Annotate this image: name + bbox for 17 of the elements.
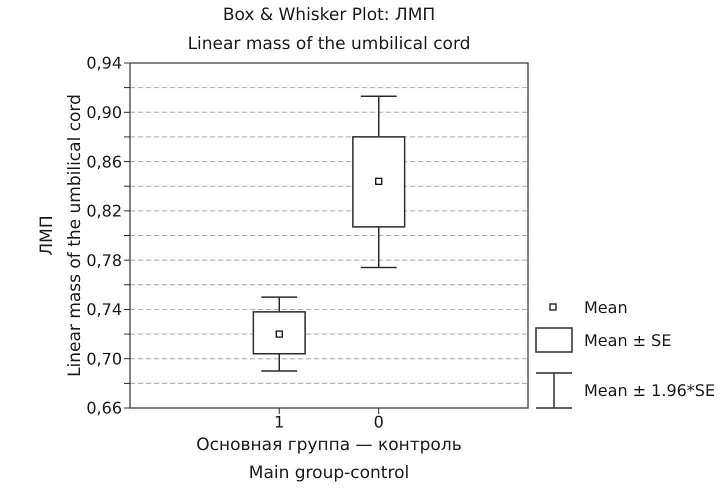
y-axis-title: ЛМП Linear mass of the umbilical cord xyxy=(37,94,85,377)
y-tick-label: 0,90 xyxy=(86,102,122,122)
text: Mean ± 1.96*SE xyxy=(584,381,716,400)
x-axis-title: Основная группа — контроль Main group-control xyxy=(196,435,462,483)
y-tick-label: 0,66 xyxy=(86,398,122,418)
x-tick-label: 0 xyxy=(374,412,384,432)
chart-title: Box & Whisker Plot: ЛМП xyxy=(222,5,436,25)
y-tick-label: 0,86 xyxy=(86,152,122,172)
y-tick-label: 0,82 xyxy=(86,202,122,221)
y-tick-label: 0,70 xyxy=(86,349,122,368)
y-tick-label: 0,78 xyxy=(86,250,122,270)
chart-subtitle: Linear mass of the umbilical cord xyxy=(188,34,470,54)
x-tick-label: 1 xyxy=(274,412,284,432)
y-tick-label: 0,74 xyxy=(86,300,122,320)
text: Mean ± SE xyxy=(584,331,672,350)
text: Mean xyxy=(584,298,628,317)
y-tick-label: 0,94 xyxy=(86,54,122,73)
